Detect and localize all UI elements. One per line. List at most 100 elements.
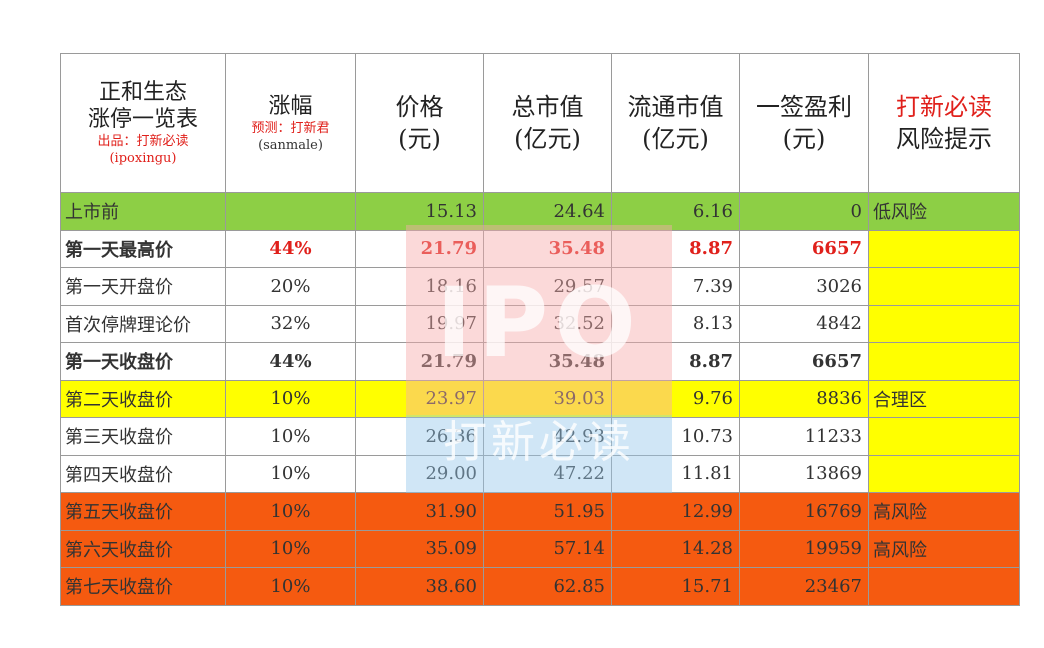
table-title-line2: 涨停一览表 [87,107,198,132]
table-row: 第一天收盘价 44% 21.79 35.48 8.87 6657 [60,342,1020,381]
table-row: 第二天收盘价 10% 23.97 39.03 9.76 8836 合理区 [60,379,1020,418]
row-label: 第一天开盘价 [60,267,226,306]
market-cap-cell: 39.03 [483,379,612,418]
profit-cell: 13869 [739,454,869,493]
table-row: 第一天开盘价 20% 18.16 29.57 7.39 3026 [60,267,1020,306]
change-cell: 44% [225,342,356,381]
market-cap-cell: 42.93 [483,417,612,456]
risk-cell [868,567,1020,606]
risk-header-brand: 打新必读 [896,93,992,121]
price-cell: 21.79 [355,229,484,268]
risk-cell: 低风险 [868,192,1020,231]
float-cap-cell: 8.87 [611,342,740,381]
profit-cell: 11233 [739,417,869,456]
market-cap-cell: 62.85 [483,567,612,606]
forecast-credit-id: (sanmale) [258,137,323,153]
change-cell: 44% [225,229,356,268]
profit-cell: 4842 [739,304,869,343]
risk-cell [868,229,1020,268]
market-cap-cell: 32.52 [483,304,612,343]
change-cell: 10% [225,567,356,606]
float-cap-cell: 14.28 [611,529,740,568]
row-label: 第一天收盘价 [60,342,226,381]
float-cap-cell: 7.39 [611,267,740,306]
market-cap-cell: 47.22 [483,454,612,493]
change-header: 涨幅 预测：打新君 (sanmale) [225,53,356,193]
table-row: 首次停牌理论价 32% 19.97 32.52 8.13 4842 [60,304,1020,343]
row-label: 第七天收盘价 [60,567,226,606]
float-cap-header-label: 流通市值 [627,93,724,121]
table-row: 上市前 15.13 24.64 6.16 0 低风险 [60,192,1020,231]
table-row: 第六天收盘价 10% 35.09 57.14 14.28 19959 高风险 [60,529,1020,568]
float-cap-cell: 10.73 [611,417,740,456]
change-cell: 20% [225,267,356,306]
market-cap-header-label: 总市值 [511,93,584,121]
price-cell: 26.36 [355,417,484,456]
table-row: 第五天收盘价 10% 31.90 51.95 12.99 16769 高风险 [60,492,1020,531]
market-cap-cell: 35.48 [483,229,612,268]
header-row: 正和生态 涨停一览表 出品：打新必读 (ipoxingu) 涨幅 预测：打新君 … [60,53,1020,193]
change-cell: 10% [225,379,356,418]
float-cap-cell: 12.99 [611,492,740,531]
market-cap-cell: 51.95 [483,492,612,531]
float-cap-cell: 15.71 [611,567,740,606]
table-credit: 出品：打新必读 [97,134,189,149]
change-cell: 10% [225,454,356,493]
profit-header-label: 一签盈利 [756,93,852,121]
risk-cell [868,304,1020,343]
row-label: 第二天收盘价 [60,379,226,418]
risk-cell [868,454,1020,493]
table-title-line1: 正和生态 [98,80,187,105]
price-cell: 19.97 [355,304,484,343]
row-label: 上市前 [60,192,226,231]
market-cap-cell: 24.64 [483,192,612,231]
price-cell: 23.97 [355,379,484,418]
market-cap-cell: 29.57 [483,267,612,306]
float-cap-cell: 11.81 [611,454,740,493]
price-header-unit: (元) [398,125,441,153]
market-cap-header-unit: (亿元) [514,125,581,153]
change-cell: 10% [225,529,356,568]
float-cap-cell: 9.76 [611,379,740,418]
row-label: 第一天最高价 [60,229,226,268]
row-label: 第四天收盘价 [60,454,226,493]
profit-cell: 23467 [739,567,869,606]
risk-cell: 高风险 [868,529,1020,568]
risk-header-label: 风险提示 [896,125,992,153]
change-cell: 10% [225,417,356,456]
table-row: 第一天最高价 44% 21.79 35.48 8.87 6657 [60,229,1020,268]
forecast-credit: 预测：打新君 [251,120,330,136]
price-cell: 18.16 [355,267,484,306]
row-label: 首次停牌理论价 [60,304,226,343]
float-cap-cell: 8.13 [611,304,740,343]
profit-cell: 8836 [739,379,869,418]
table-row: 第七天收盘价 10% 38.60 62.85 15.71 23467 [60,567,1020,606]
profit-header-unit: (元) [782,125,826,153]
profit-cell: 3026 [739,267,869,306]
market-cap-cell: 57.14 [483,529,612,568]
price-cell: 31.90 [355,492,484,531]
row-label: 第六天收盘价 [60,529,226,568]
risk-cell: 合理区 [868,379,1020,418]
price-cell: 15.13 [355,192,484,231]
float-cap-cell: 8.87 [611,229,740,268]
float-cap-cell: 6.16 [611,192,740,231]
price-table: 正和生态 涨停一览表 出品：打新必读 (ipoxingu) 涨幅 预测：打新君 … [60,53,1020,606]
risk-cell [868,417,1020,456]
price-header: 价格 (元) [355,53,484,193]
market-cap-header: 总市值 (亿元) [483,53,612,193]
change-header-label: 涨幅 [268,93,313,119]
row-label: 第五天收盘价 [60,492,226,531]
profit-cell: 16769 [739,492,869,531]
price-header-label: 价格 [395,93,444,121]
price-cell: 21.79 [355,342,484,381]
price-cell: 38.60 [355,567,484,606]
table-row: 第三天收盘价 10% 26.36 42.93 10.73 11233 [60,417,1020,456]
table-row: 第四天收盘价 10% 29.00 47.22 11.81 13869 [60,454,1020,493]
profit-header: 一签盈利 (元) [739,53,869,193]
row-label: 第三天收盘价 [60,417,226,456]
table-title-cell: 正和生态 涨停一览表 出品：打新必读 (ipoxingu) [60,53,226,193]
profit-cell: 0 [739,192,869,231]
price-cell: 35.09 [355,529,484,568]
change-cell: 10% [225,492,356,531]
